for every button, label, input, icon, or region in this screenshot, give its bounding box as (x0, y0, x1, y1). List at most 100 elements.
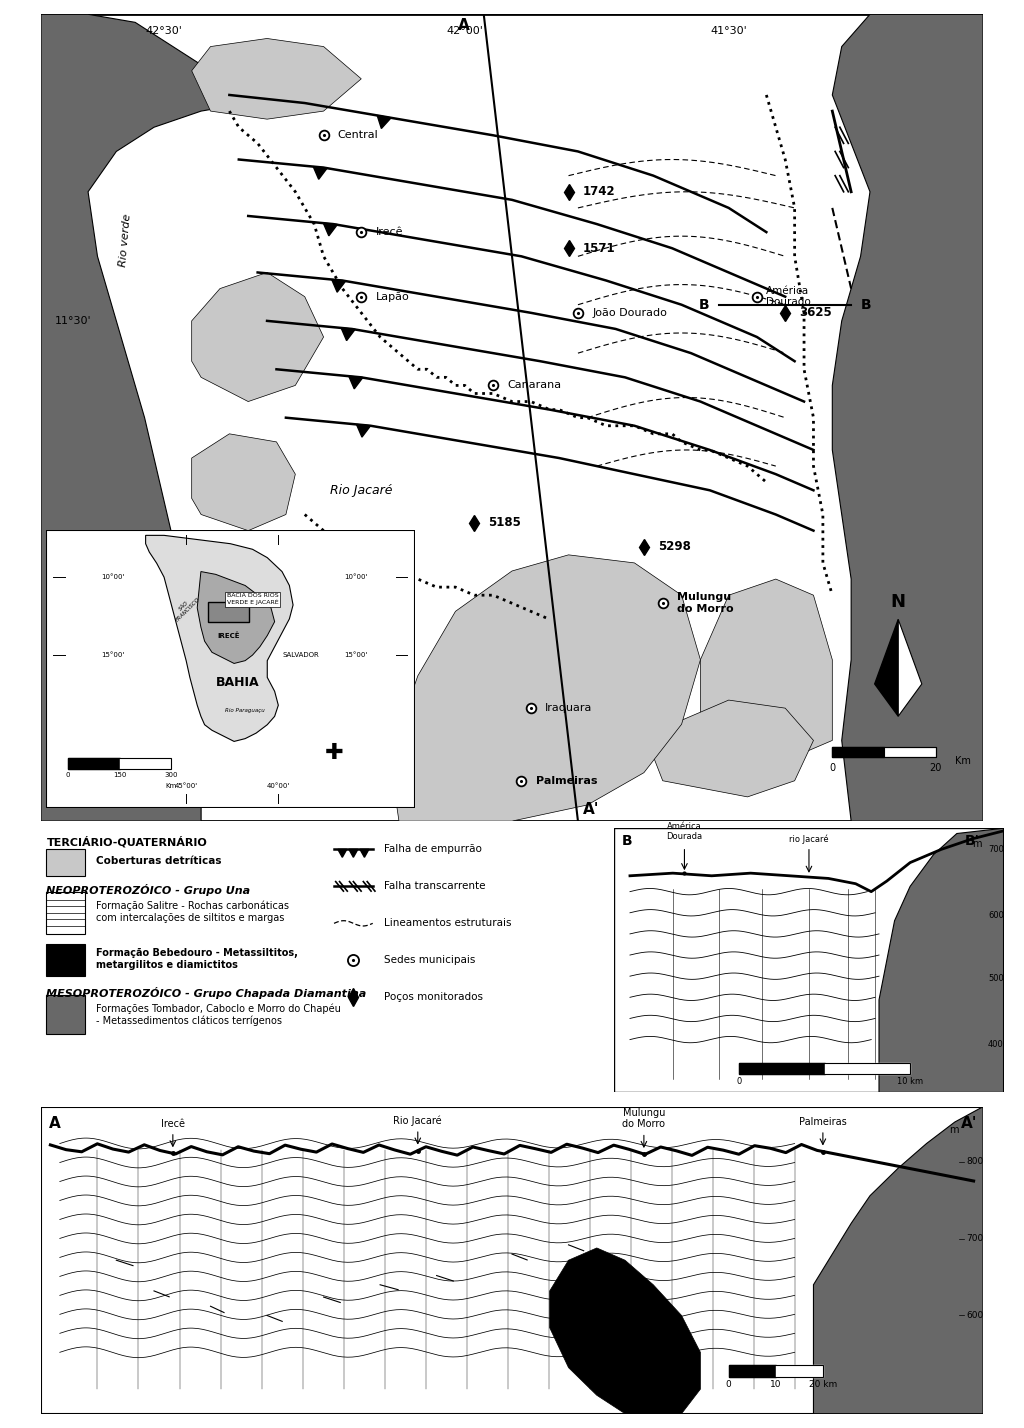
Text: A: A (458, 19, 470, 33)
Text: 45°00': 45°00' (175, 783, 198, 790)
Text: 400: 400 (988, 1041, 1004, 1050)
Polygon shape (191, 434, 295, 531)
Text: Canarana: Canarana (507, 380, 561, 390)
Text: 5185: 5185 (488, 516, 521, 530)
Text: João Dourado: João Dourado (592, 308, 667, 318)
Text: m: m (949, 1125, 958, 1135)
Text: 0: 0 (726, 1379, 731, 1389)
Text: 1742: 1742 (583, 186, 615, 198)
Text: América
Dourado: América Dourado (766, 286, 811, 307)
Text: Lineamentos estruturais: Lineamentos estruturais (384, 918, 511, 928)
Polygon shape (833, 747, 884, 757)
Polygon shape (324, 223, 337, 236)
Text: 600: 600 (988, 911, 1004, 920)
Text: 11°30': 11°30' (55, 316, 92, 326)
Text: Formação Bebedouro - Metassiltitos,
metargilitos e diamictitos: Formação Bebedouro - Metassiltitos, meta… (96, 948, 298, 970)
Text: 10°00': 10°00' (344, 574, 368, 580)
Text: 12°00': 12°00' (55, 590, 92, 600)
Bar (46, 850, 85, 875)
Text: Palmeiras: Palmeiras (536, 775, 597, 785)
Text: 500: 500 (988, 974, 1004, 984)
Polygon shape (349, 376, 362, 388)
Polygon shape (700, 580, 833, 757)
Text: Mulungu
do Morro: Mulungu do Morro (623, 1108, 666, 1130)
Polygon shape (776, 1365, 823, 1377)
Text: B': B' (965, 834, 980, 848)
Text: Falha de empurrão: Falha de empurrão (384, 844, 481, 854)
Text: Poços monitorados: Poços monitorados (384, 992, 482, 1002)
Text: BAHIA: BAHIA (216, 677, 260, 690)
Text: ✚: ✚ (325, 743, 343, 763)
Text: A: A (48, 1115, 60, 1131)
Text: 41°30': 41°30' (711, 26, 748, 36)
Text: TERCIÁRIO-QUATERNÁRIO: TERCIÁRIO-QUATERNÁRIO (46, 837, 207, 848)
Text: 20 km: 20 km (809, 1379, 837, 1389)
Polygon shape (145, 536, 293, 741)
Text: 10°00': 10°00' (100, 574, 124, 580)
Text: Iraquara: Iraquara (545, 703, 592, 713)
Polygon shape (879, 828, 1004, 1092)
Text: SALVADOR: SALVADOR (282, 653, 318, 658)
Text: A': A' (962, 1115, 978, 1131)
Bar (46, 891, 85, 934)
Text: B: B (699, 297, 710, 311)
Text: Formações Tombador, Caboclo e Morro do Chapéu
- Metassedimentos cláticos terríge: Formações Tombador, Caboclo e Morro do C… (96, 1002, 341, 1025)
Text: 10: 10 (770, 1379, 781, 1389)
Text: 42°30': 42°30' (145, 26, 182, 36)
Bar (69, 758, 171, 770)
Polygon shape (824, 1064, 910, 1074)
Polygon shape (313, 167, 328, 180)
Text: 700: 700 (966, 1234, 983, 1244)
Polygon shape (198, 571, 274, 664)
Text: 300: 300 (165, 773, 178, 778)
Polygon shape (332, 280, 346, 293)
Polygon shape (898, 620, 922, 717)
Bar (46, 944, 85, 977)
Text: 600: 600 (966, 1311, 983, 1319)
Polygon shape (360, 850, 369, 857)
Text: Formação Salitre - Rochas carbonáticas
com intercalações de siltitos e margas: Formação Salitre - Rochas carbonáticas c… (96, 901, 289, 922)
Text: 0: 0 (66, 773, 71, 778)
Polygon shape (349, 850, 357, 857)
Polygon shape (341, 328, 355, 341)
Text: Falha transcarrente: Falha transcarrente (384, 881, 485, 891)
Text: 42°00': 42°00' (446, 26, 483, 36)
Text: MESOPROTEROZÓICO - Grupo Chapada Diamantina: MESOPROTEROZÓICO - Grupo Chapada Diamant… (46, 987, 367, 998)
Text: 20: 20 (930, 763, 942, 773)
Polygon shape (69, 758, 120, 770)
Text: Mulungu
do Morro: Mulungu do Morro (677, 593, 733, 614)
Polygon shape (833, 14, 983, 821)
Text: 1571: 1571 (583, 241, 615, 254)
Text: América
Dourada: América Dourada (667, 823, 702, 841)
Polygon shape (120, 758, 171, 770)
Text: 150: 150 (113, 773, 127, 778)
Polygon shape (356, 424, 371, 437)
Text: 15°00': 15°00' (100, 653, 124, 658)
Bar (208, 603, 249, 621)
Polygon shape (191, 39, 361, 119)
Polygon shape (389, 555, 700, 821)
Text: 0: 0 (736, 1077, 741, 1085)
Text: N: N (891, 593, 906, 611)
Text: Lapão: Lapão (376, 291, 410, 301)
Bar (739, 1064, 910, 1074)
Text: 15°00': 15°00' (344, 653, 368, 658)
Text: Km: Km (954, 757, 971, 767)
Text: Km: Km (166, 783, 177, 790)
Bar (46, 995, 85, 1034)
Polygon shape (653, 700, 813, 797)
Text: Palmeiras: Palmeiras (799, 1117, 847, 1127)
Polygon shape (874, 620, 898, 717)
Text: Rio verde: Rio verde (119, 213, 133, 267)
Text: Irecê: Irecê (161, 1118, 185, 1128)
Text: NEOPROTEROZÓICO - Grupo Una: NEOPROTEROZÓICO - Grupo Una (46, 884, 251, 895)
Text: Coberturas detríticas: Coberturas detríticas (96, 857, 222, 867)
Polygon shape (41, 14, 248, 821)
Text: B: B (623, 834, 633, 848)
Text: Rio Paraguaçu: Rio Paraguaçu (225, 708, 265, 714)
Text: 700: 700 (988, 845, 1004, 854)
Text: IRECÊ: IRECÊ (217, 633, 240, 640)
Text: 5298: 5298 (658, 540, 691, 553)
Text: Central: Central (338, 130, 379, 140)
Polygon shape (550, 1248, 700, 1414)
